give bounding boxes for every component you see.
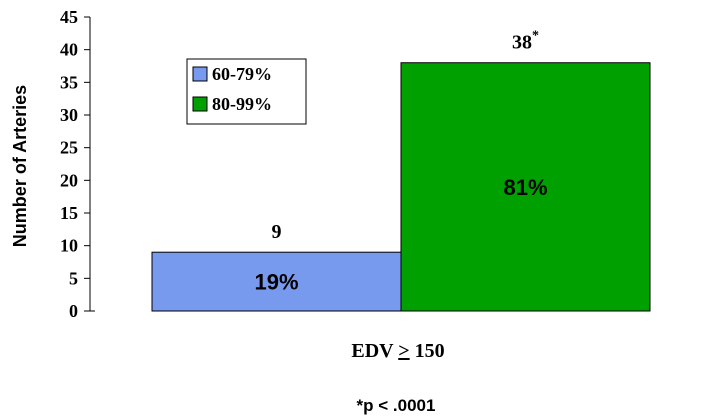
y-tick-label: 10 xyxy=(60,236,78,256)
y-tick-label: 40 xyxy=(60,40,78,60)
y-tick-label: 35 xyxy=(60,72,78,92)
y-axis-label: Number of Arteries xyxy=(10,85,30,247)
y-tick-label: 25 xyxy=(60,138,78,158)
legend: 60-79% 80-99% xyxy=(186,58,307,125)
bar-80-99% xyxy=(400,62,651,312)
y-axis: 0 5 10 15 20 25 30 35 40 45 xyxy=(60,7,95,321)
bar-value-label: 38* xyxy=(512,29,539,54)
bar-percent-label: 81% xyxy=(503,175,547,200)
footnote: *p < .0001 xyxy=(357,396,436,415)
y-tick-label: 30 xyxy=(60,105,78,125)
bars: 9 19% 38* 81% xyxy=(151,29,651,312)
y-tick-label: 15 xyxy=(60,203,78,223)
x-category-label: EDV > 150 xyxy=(351,340,444,362)
y-tick-label: 0 xyxy=(69,301,78,321)
legend-swatch xyxy=(192,96,208,112)
legend-swatch xyxy=(192,66,208,82)
legend-entry: 60-79% xyxy=(212,64,272,84)
y-tick-label: 20 xyxy=(60,170,78,190)
y-tick-label: 5 xyxy=(69,268,78,288)
legend-entry: 80-99% xyxy=(212,94,272,114)
bar-60-79% xyxy=(151,251,402,312)
bar-value-label: 9 xyxy=(272,221,282,243)
bar-percent-label: 19% xyxy=(254,270,298,295)
y-tick-label: 45 xyxy=(60,7,78,27)
